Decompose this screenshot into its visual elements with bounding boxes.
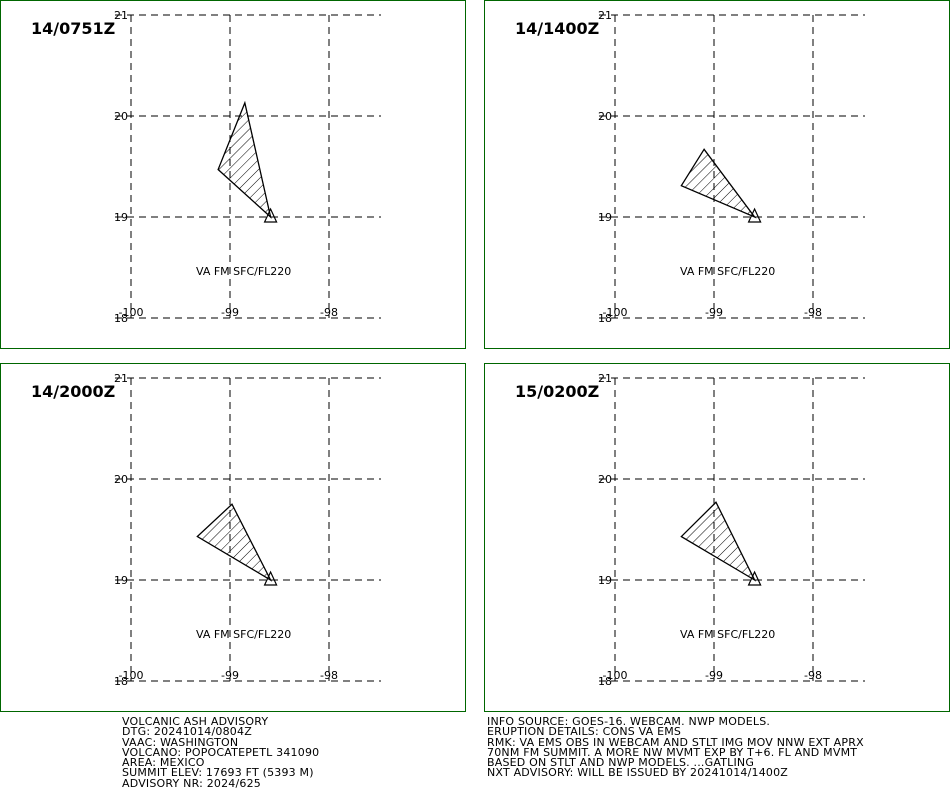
lat-tick-label: 18 <box>114 675 128 688</box>
lat-tick-label: 21 <box>598 9 612 22</box>
advisory-vaac: VAAC: WASHINGTON <box>122 735 239 749</box>
lat-tick-label: 21 <box>598 372 612 385</box>
va-level-text: VA FM SFC/FL220 <box>196 265 292 278</box>
forecast-panel-4: -100 -99 -98 21 20 19 18 15/0200Z VA FM SFC/FL… <box>484 363 950 712</box>
advisory-remarks-2: 70NM FM SUMMIT. A MORE NW MVMT EXP BY T+… <box>487 745 858 759</box>
advisory-next: NXT ADVISORY: WILL BE ISSUED BY 20241014… <box>487 766 789 780</box>
map-grid: -100 -99 -98 21 20 19 18 <box>114 372 381 688</box>
va-level-text: VA FM SFC/FL220 <box>680 265 776 278</box>
volcano-triangle-icon <box>263 207 278 223</box>
advisory-info-source: INFO SOURCE: GOES-16. WEBCAM. NWP MODELS… <box>487 715 771 728</box>
lat-tick-label: 21 <box>114 372 128 385</box>
advisory-title: VOLCANIC ASH ADVISORY <box>122 715 269 728</box>
map-grid: -100 -99 -98 21 20 19 18 <box>598 372 865 688</box>
volcano-triangle-icon <box>747 570 762 586</box>
lat-tick-label: 19 <box>598 211 612 224</box>
advisory-details: INFO SOURCE: GOES-16. WEBCAM. NWP MODELS… <box>487 715 864 780</box>
ash-cloud-polygon <box>196 503 273 582</box>
advisory-header: VOLCANIC ASH ADVISORY DTG: 20241014/0804… <box>122 715 320 790</box>
panel-time: 14/0751Z <box>31 19 116 38</box>
volcano-triangle-icon <box>747 207 762 223</box>
ash-cloud-polygon <box>217 100 272 219</box>
lat-tick-label: 19 <box>598 574 612 587</box>
va-level-text: VA FM SFC/FL220 <box>196 628 292 641</box>
forecast-panel-2: -100 -99 -98 21 20 19 18 14/1400Z VA FM SFC/FL… <box>484 0 950 349</box>
lat-tick-label: 18 <box>114 312 128 325</box>
lon-tick-label: -100 <box>603 669 628 682</box>
advisory-remarks-1: RMK: VA EMS OBS IN WEBCAM AND STLT IMG M… <box>487 735 864 749</box>
advisory-volcano: VOLCANO: POPOCATEPETL 341090 <box>122 745 320 759</box>
advisory-number: ADVISORY NR: 2024/625 <box>122 776 261 790</box>
lon-tick-label: -98 <box>320 306 338 319</box>
lat-tick-label: 19 <box>114 211 128 224</box>
lon-tick-label: -99 <box>221 306 239 319</box>
advisory-dtg: DTG: 20241014/0804Z <box>122 725 252 739</box>
lon-tick-label: -100 <box>119 306 144 319</box>
lon-tick-label: -100 <box>119 669 144 682</box>
forecast-panel-1: -100 -99 -98 21 20 19 18 14/0751Z VA FM SFC/FL… <box>0 0 466 349</box>
ash-cloud-polygon <box>680 148 757 219</box>
advisory-eruption-details: ERUPTION DETAILS: CONS VA EMS <box>487 725 682 739</box>
lon-tick-label: -99 <box>705 669 723 682</box>
advisory-area: AREA: MEXICO <box>122 756 205 770</box>
volcano-triangle-icon <box>263 570 278 586</box>
va-level-text: VA FM SFC/FL220 <box>680 628 776 641</box>
lat-tick-label: 18 <box>598 675 612 688</box>
advisory-remarks-3: BASED ON STLT AND NWP MODELS. ...GATLING <box>487 756 755 770</box>
map-grid: -100 -99 -98 21 20 19 18 <box>598 9 865 325</box>
lat-tick-label: 21 <box>114 9 128 22</box>
forecast-panel-3: -100 -99 -98 21 20 19 18 14/2000Z VA FM SFC/FL… <box>0 363 466 712</box>
panel-time: 14/1400Z <box>515 19 600 38</box>
lat-tick-label: 18 <box>598 312 612 325</box>
lat-tick-label: 20 <box>114 473 128 486</box>
lat-tick-label: 19 <box>114 574 128 587</box>
lat-tick-label: 20 <box>598 110 612 123</box>
panel-time: 15/0200Z <box>515 382 600 401</box>
lon-tick-label: -100 <box>603 306 628 319</box>
lat-tick-label: 20 <box>598 473 612 486</box>
lon-tick-label: -99 <box>221 669 239 682</box>
lon-tick-label: -98 <box>320 669 338 682</box>
ash-cloud-polygon <box>680 501 757 582</box>
advisory-summit-elev: SUMMIT ELEV: 17693 FT (5393 M) <box>122 766 314 780</box>
map-grid: -100 -99 -98 21 20 19 18 <box>114 9 381 325</box>
lon-tick-label: -98 <box>804 669 822 682</box>
panel-time: 14/2000Z <box>31 382 116 401</box>
lon-tick-label: -98 <box>804 306 822 319</box>
lat-tick-label: 20 <box>114 110 128 123</box>
lon-tick-label: -99 <box>705 306 723 319</box>
